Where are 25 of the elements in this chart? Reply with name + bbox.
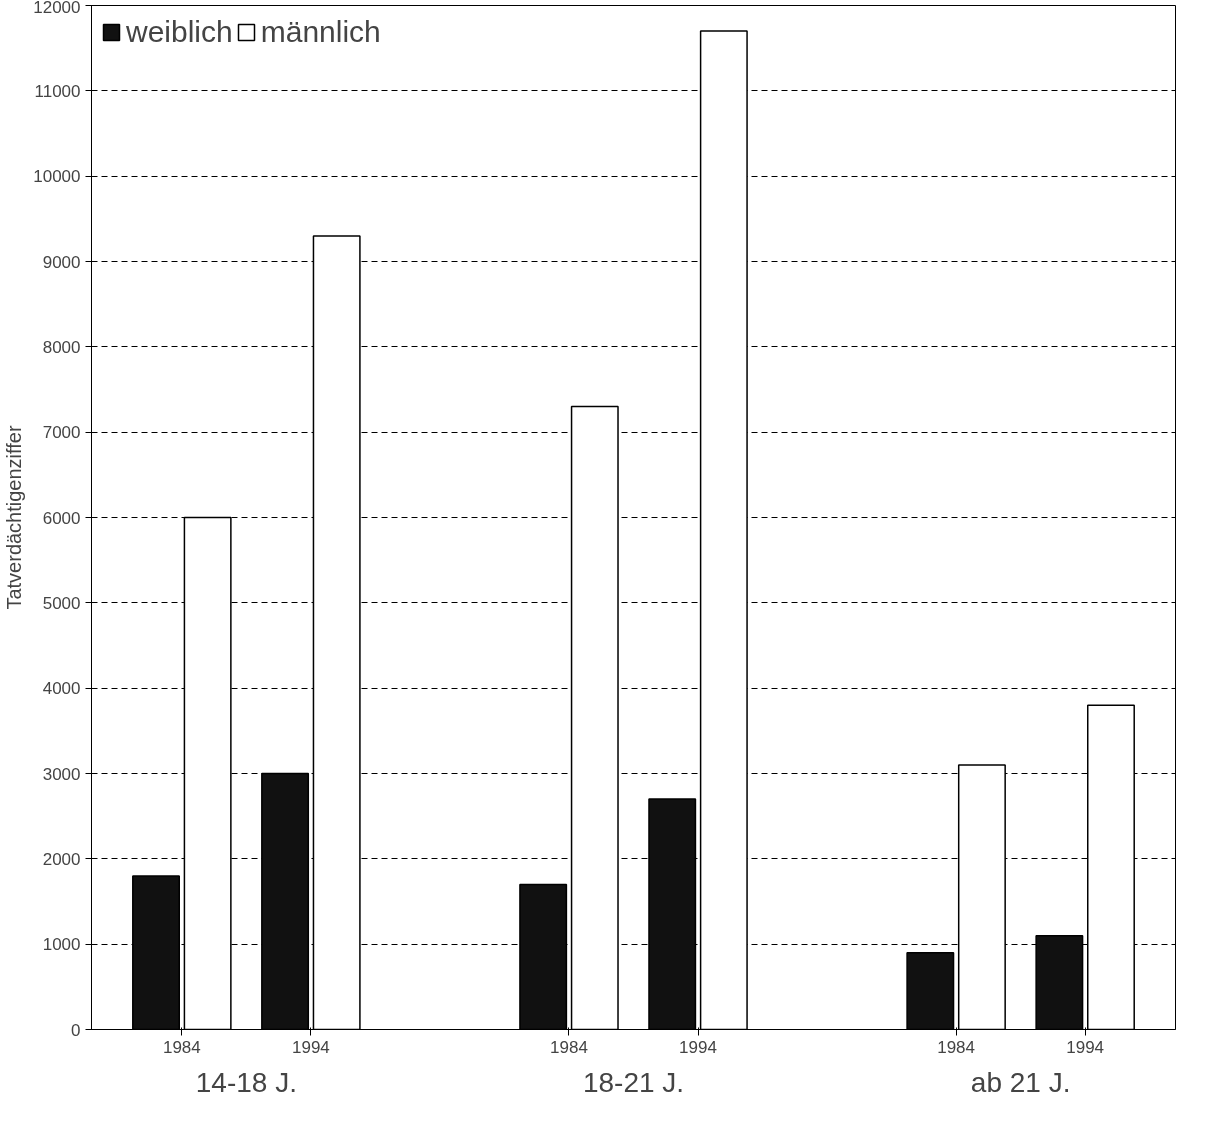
y-tick-label: 9000 <box>42 252 81 272</box>
y-tick-label: 5000 <box>42 593 81 613</box>
x-tick-label: 1984 <box>550 1037 588 1057</box>
x-tick-label: 1994 <box>679 1037 717 1057</box>
y-tick-label: 12000 <box>33 0 81 17</box>
y-tick-label: 8000 <box>42 337 81 357</box>
y-tick-label: 11000 <box>34 81 81 101</box>
x-tick-label: 1984 <box>937 1037 976 1057</box>
text: ab 21 J. <box>970 1066 1071 1098</box>
y-tick-label: 0 <box>71 1020 81 1040</box>
legend-label: männlich <box>260 15 381 49</box>
x-tick-label: 1984 <box>162 1037 201 1057</box>
y-tick-label: 10000 <box>33 167 81 187</box>
y-tick-label: 2000 <box>42 849 81 869</box>
y-axis-title: Tatverdächtigenziffer <box>3 425 26 610</box>
text: 14-18 J. <box>195 1066 297 1098</box>
x-tick-label: 1994 <box>1066 1037 1105 1057</box>
text: 18-21 J. <box>582 1066 685 1098</box>
legend-label: weiblich <box>126 15 233 49</box>
y-tick-label: 4000 <box>42 679 81 699</box>
y-tick-label: 1000 <box>42 935 81 955</box>
y-tick-label: 7000 <box>42 423 81 443</box>
y-tick-label: 6000 <box>42 508 81 528</box>
y-tick-label: 3000 <box>42 764 81 784</box>
x-tick-label: 1994 <box>291 1037 330 1057</box>
